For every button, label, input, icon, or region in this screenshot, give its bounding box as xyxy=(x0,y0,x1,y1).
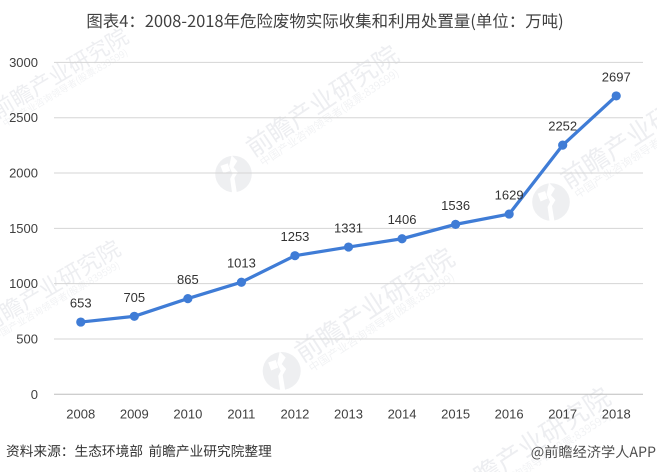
svg-text:865: 865 xyxy=(177,272,199,287)
svg-text:2017: 2017 xyxy=(548,406,577,421)
svg-text:705: 705 xyxy=(123,290,145,305)
svg-text:653: 653 xyxy=(70,296,92,311)
svg-text:2014: 2014 xyxy=(388,406,417,421)
svg-text:2018: 2018 xyxy=(602,406,631,421)
svg-text:2000: 2000 xyxy=(9,166,38,181)
svg-text:1406: 1406 xyxy=(388,212,417,227)
svg-text:500: 500 xyxy=(16,331,38,346)
svg-text:3000: 3000 xyxy=(9,55,38,70)
svg-text:2500: 2500 xyxy=(9,110,38,125)
svg-text:1331: 1331 xyxy=(334,221,363,236)
svg-text:2008: 2008 xyxy=(66,406,95,421)
svg-text:2009: 2009 xyxy=(120,406,149,421)
svg-text:1000: 1000 xyxy=(9,276,38,291)
svg-text:1013: 1013 xyxy=(227,256,256,271)
svg-text:1500: 1500 xyxy=(9,221,38,236)
svg-text:2013: 2013 xyxy=(334,406,363,421)
svg-text:1536: 1536 xyxy=(441,198,470,213)
svg-text:2697: 2697 xyxy=(602,69,631,84)
svg-text:2010: 2010 xyxy=(173,406,202,421)
svg-text:2016: 2016 xyxy=(495,406,524,421)
svg-text:2015: 2015 xyxy=(441,406,470,421)
svg-text:2011: 2011 xyxy=(227,406,255,421)
svg-text:2252: 2252 xyxy=(548,119,577,134)
svg-text:0: 0 xyxy=(31,387,38,402)
svg-text:1629: 1629 xyxy=(495,188,524,203)
svg-text:1253: 1253 xyxy=(280,229,309,244)
svg-text:2012: 2012 xyxy=(280,406,309,421)
